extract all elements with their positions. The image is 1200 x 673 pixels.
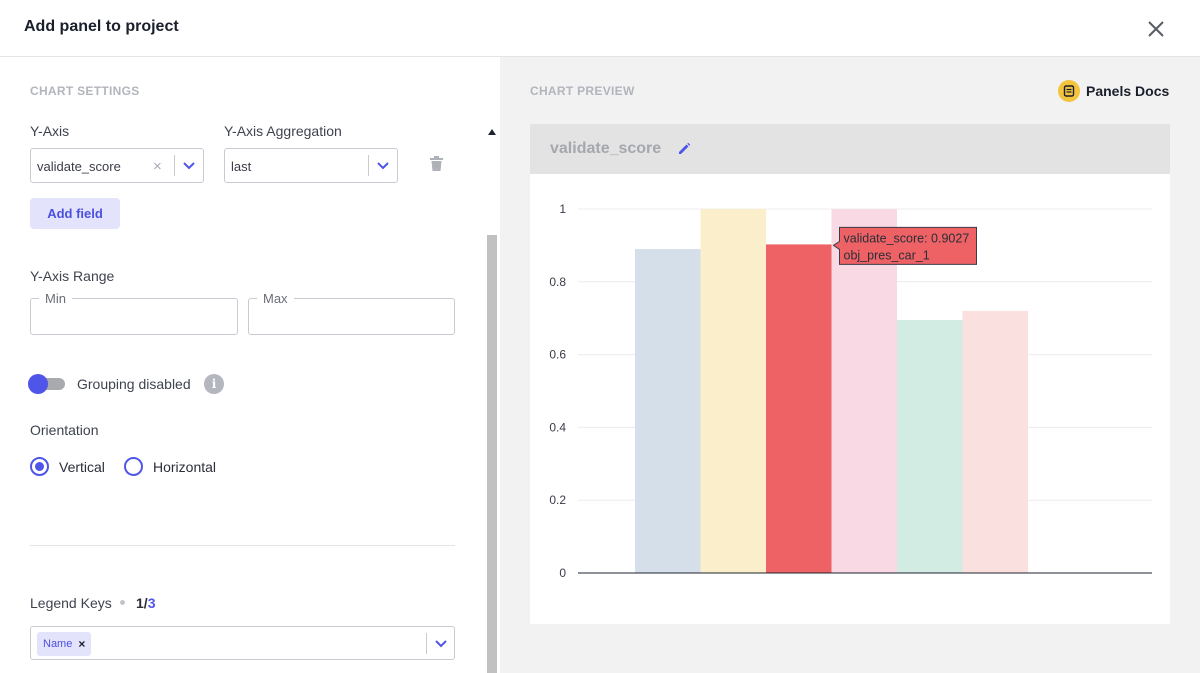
bar[interactable] — [766, 244, 832, 573]
y-axis-aggregation-label: Y-Axis Aggregation — [224, 123, 342, 139]
scrollbar-thumb[interactable] — [487, 235, 497, 673]
panels-docs-label: Panels Docs — [1086, 83, 1170, 99]
chart-settings-panel: CHART SETTINGS Y-Axis Y-Axis Aggregation… — [0, 57, 500, 673]
y-tick-label: 1 — [559, 202, 566, 216]
select-separator — [426, 633, 427, 654]
chart-preview-title: CHART PREVIEW — [530, 84, 635, 98]
section-divider — [30, 545, 455, 546]
legend-keys-label: Legend Keys — [30, 595, 112, 611]
grouping-label: Grouping disabled — [77, 376, 191, 392]
y-axis-label: Y-Axis — [30, 123, 70, 139]
chart-title: validate_score — [550, 140, 662, 157]
radio-vertical[interactable] — [30, 457, 49, 476]
scroll-up-icon[interactable] — [488, 129, 496, 135]
tooltip-name: obj_pres_car_1 — [844, 248, 930, 262]
settings-scrollbar[interactable] — [486, 123, 498, 673]
y-axis-select[interactable]: validate_score × — [30, 148, 204, 183]
orientation-label: Orientation — [30, 422, 99, 438]
y-tick-label: 0.4 — [549, 420, 566, 434]
close-icon[interactable] — [1143, 16, 1169, 42]
tooltip-value: validate_score: 0.9027 — [844, 231, 970, 245]
select-separator — [368, 155, 369, 176]
bar[interactable] — [700, 209, 767, 573]
radio-vertical-label[interactable]: Vertical — [59, 459, 105, 475]
chevron-down-icon[interactable] — [181, 157, 197, 173]
y-tick-label: 0.8 — [549, 275, 566, 289]
y-axis-select-value: validate_score — [37, 159, 121, 174]
y-tick-label: 0.2 — [549, 493, 566, 507]
chart-tooltip — [832, 226, 977, 265]
toggle-knob — [28, 374, 48, 394]
y-tick-label: 0 — [559, 566, 566, 580]
chevron-down-icon[interactable] — [433, 635, 449, 651]
radio-horizontal[interactable] — [124, 457, 143, 476]
bar[interactable] — [962, 310, 1029, 573]
bar-chart: 0 0.2 0.4 0.6 0.8 1 validate_score: 0.9027 obj_… — [549, 202, 1152, 580]
legend-keys-slash: / — [143, 595, 148, 611]
bar[interactable] — [635, 249, 701, 573]
grouping-toggle[interactable] — [28, 374, 66, 394]
legend-keys-selected: 1 — [136, 595, 144, 611]
legend-tag-label: Name — [43, 638, 73, 650]
separator-dot — [120, 600, 125, 605]
y-axis-aggregation-value: last — [231, 159, 252, 174]
pencil-icon[interactable] — [677, 142, 691, 156]
y-tick-label: 0.6 — [549, 348, 566, 362]
legend-keys-total: 3 — [147, 595, 156, 611]
chart-header: validate_score — [530, 124, 1170, 174]
range-min-input[interactable]: Min — [30, 291, 238, 335]
bar[interactable] — [831, 209, 898, 573]
tag-remove-icon[interactable]: × — [78, 637, 86, 651]
chart-settings-title: CHART SETTINGS — [30, 84, 140, 98]
panels-docs-link[interactable]: Panels Docs — [1058, 79, 1169, 103]
radio-horizontal-label[interactable]: Horizontal — [153, 459, 217, 475]
range-max-input[interactable]: Max — [248, 291, 455, 335]
clear-icon[interactable]: × — [153, 158, 162, 175]
legend-tag: Name × — [37, 632, 92, 656]
chevron-down-icon[interactable] — [375, 157, 391, 173]
range-max-label: Max — [257, 291, 294, 306]
dialog-header: Add panel to project — [0, 0, 1200, 57]
info-icon[interactable]: i — [204, 374, 224, 394]
bar[interactable] — [897, 320, 963, 573]
add-field-button[interactable]: Add field — [30, 198, 120, 229]
trash-icon[interactable] — [430, 156, 443, 171]
select-separator — [174, 155, 175, 176]
document-icon — [1058, 80, 1080, 102]
y-axis-range-label: Y-Axis Range — [30, 268, 115, 284]
range-min-label: Min — [39, 291, 72, 306]
y-axis-aggregation-select[interactable]: last — [224, 148, 398, 183]
legend-keys-count: 1/3 — [136, 595, 155, 611]
legend-keys-select[interactable]: Name × — [30, 626, 455, 660]
dialog-title: Add panel to project — [24, 18, 179, 35]
